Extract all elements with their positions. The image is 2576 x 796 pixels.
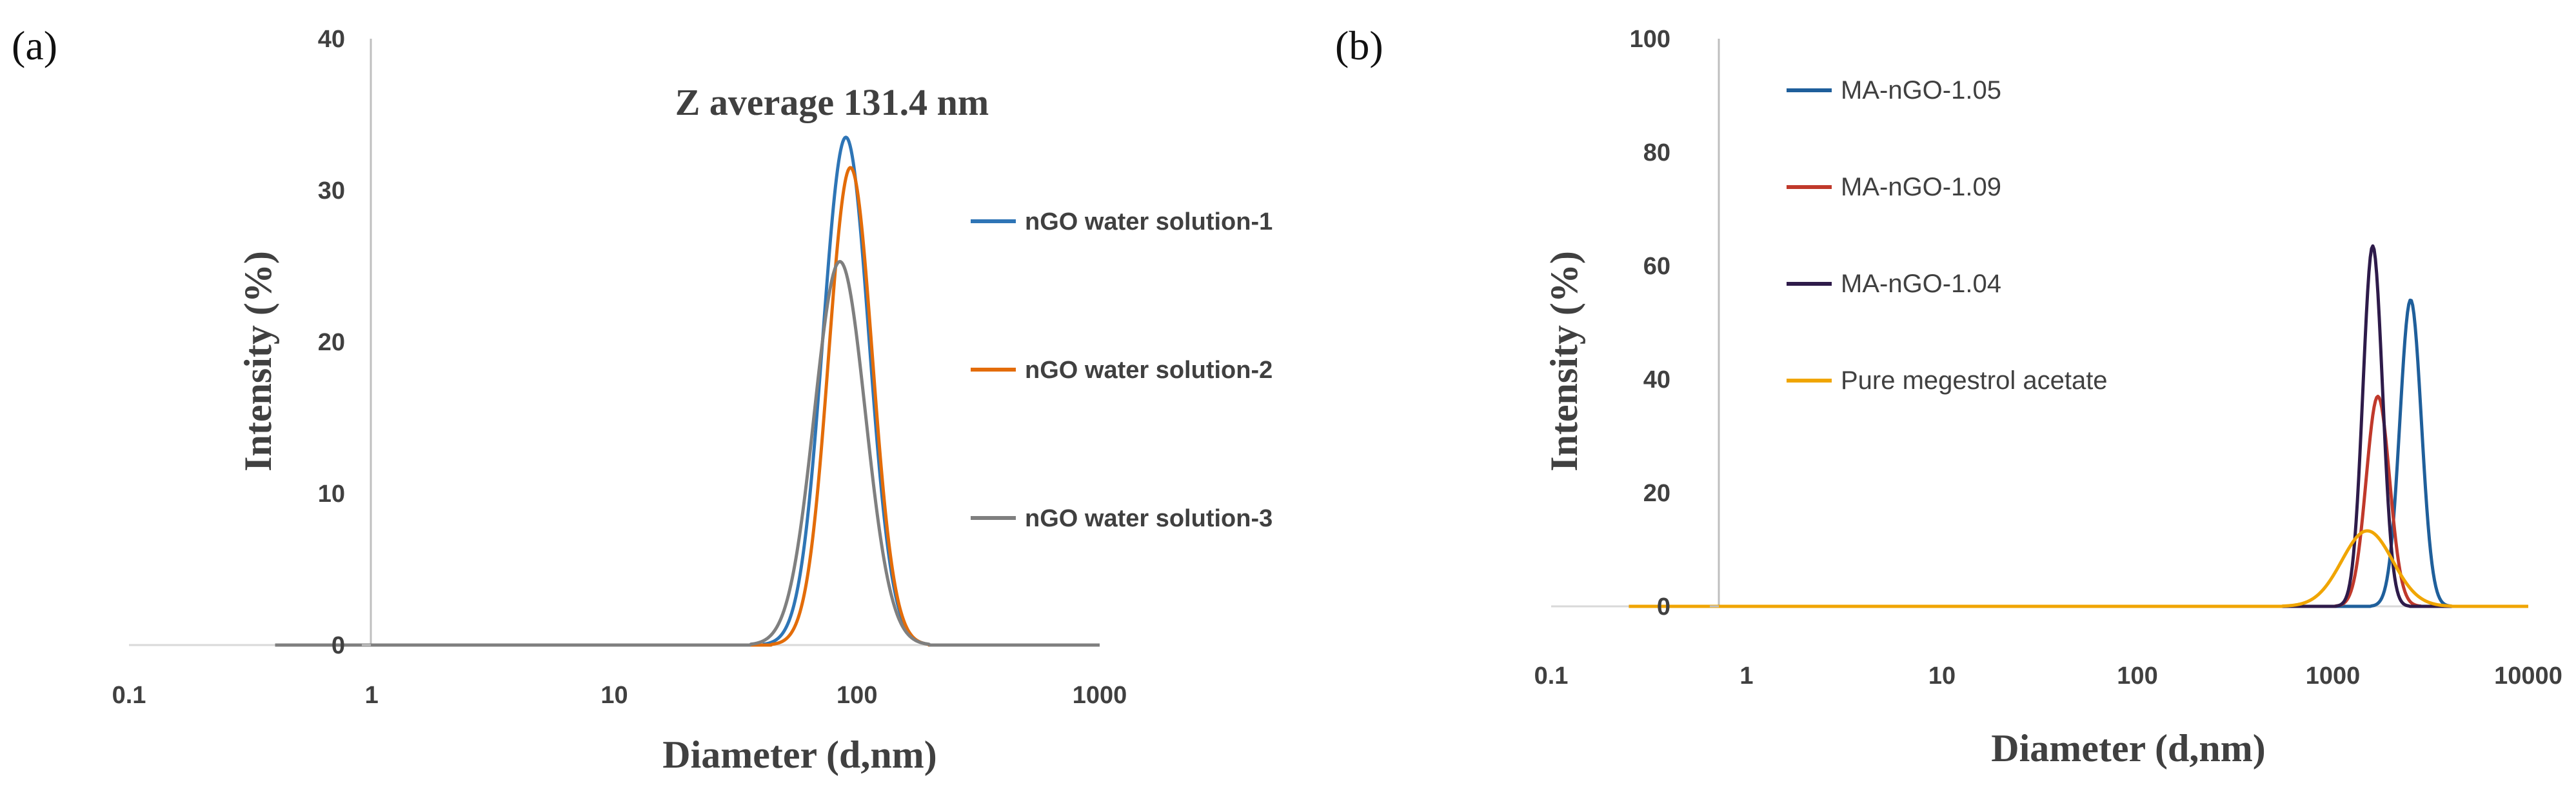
panel-a-y-tick-label: 30 [318, 177, 345, 204]
panel-b-tag: (b) [1335, 23, 1383, 68]
panel-a-legend: nGO water solution-1 nGO water solution-2… [971, 208, 1273, 532]
series-line-a-3 [274, 260, 1100, 647]
panel-a-x-tick-label: 100 [837, 682, 877, 709]
panel-a-y-tick-label: 20 [318, 329, 345, 356]
panel-a-y-tick-label: 0 [332, 632, 345, 659]
legend-label-b-4: Pure megestrol acetate [1841, 366, 2108, 395]
panel-b-y-tick-label: 40 [1643, 366, 1670, 393]
panel-b-x-tick-label: 10000 [2494, 662, 2562, 690]
chart-panel-b: (b) 0.1 1 10 100 1000 10000 0 20 40 60 80 100 Diame… [1335, 23, 2562, 770]
panel-a-series [274, 135, 1100, 647]
chart-panel-a: (a) 0.1 1 10 100 1000 0 10 20 30 40 Z average 131… [12, 23, 1273, 776]
panel-a-x-tick-label: 10 [600, 682, 628, 709]
panel-b-x-tick-label: 0.1 [1534, 662, 1569, 690]
panel-a-y-tick-label: 10 [318, 481, 345, 508]
panel-a-x-tick-label: 0.1 [112, 682, 146, 709]
panel-a-tag: (a) [12, 23, 57, 68]
legend-label-a-2: nGO water solution-2 [1025, 357, 1273, 384]
panel-b-x-tick-label: 1000 [2306, 662, 2361, 690]
panel-b-y-tick-label: 20 [1643, 480, 1670, 507]
legend-label-b-1: MA-nGO-1.05 [1841, 76, 2001, 104]
panel-b-x-axis-label: Diameter (d,nm) [1991, 727, 2265, 770]
legend-label-b-3: MA-nGO-1.04 [1841, 270, 2001, 298]
panel-b-ticks: 0.1 1 10 100 1000 10000 0 20 40 60 80 100 [1534, 26, 2562, 690]
series-line-a-2 [371, 166, 1100, 647]
legend-label-b-2: MA-nGO-1.09 [1841, 173, 2001, 201]
panel-b-y-axis-label: Intensity (%) [1543, 251, 1585, 472]
panel-b-legend: MA-nGO-1.05 MA-nGO-1.09 MA-nGO-1.04 Pure me… [1787, 76, 2108, 395]
panel-b-y-tick-label: 80 [1643, 139, 1670, 166]
series-line-b-3 [1629, 244, 2529, 608]
panel-b-y-tick-label: 100 [1630, 26, 1670, 53]
panel-b-axes [1551, 39, 2528, 608]
panel-b-y-tick-label: 0 [1657, 593, 1670, 621]
panel-a-x-axis-label: Diameter (d,nm) [662, 733, 936, 776]
panel-a-y-tick-label: 40 [318, 26, 345, 53]
panel-a-ticks: 0.1 1 10 100 1000 0 10 20 30 40 [112, 26, 1127, 709]
panel-b-x-tick-label: 100 [2117, 662, 2157, 690]
panel-a-y-axis-label: Intensity (%) [237, 251, 279, 472]
panel-b-y-tick-label: 60 [1643, 253, 1670, 280]
series-line-a-1 [371, 135, 1100, 647]
legend-label-a-1: nGO water solution-1 [1025, 208, 1273, 235]
panel-b-x-tick-label: 1 [1739, 662, 1753, 690]
panel-a-x-tick-label: 1 [365, 682, 379, 709]
panel-a-x-tick-label: 1000 [1073, 682, 1127, 709]
panel-b-x-tick-label: 10 [1928, 662, 1956, 690]
z-average-annotation: Z average 131.4 nm [675, 81, 989, 123]
panel-b-series [1629, 244, 2529, 608]
legend-label-a-3: nGO water solution-3 [1025, 505, 1273, 532]
series-line-b-4 [1629, 529, 2529, 608]
